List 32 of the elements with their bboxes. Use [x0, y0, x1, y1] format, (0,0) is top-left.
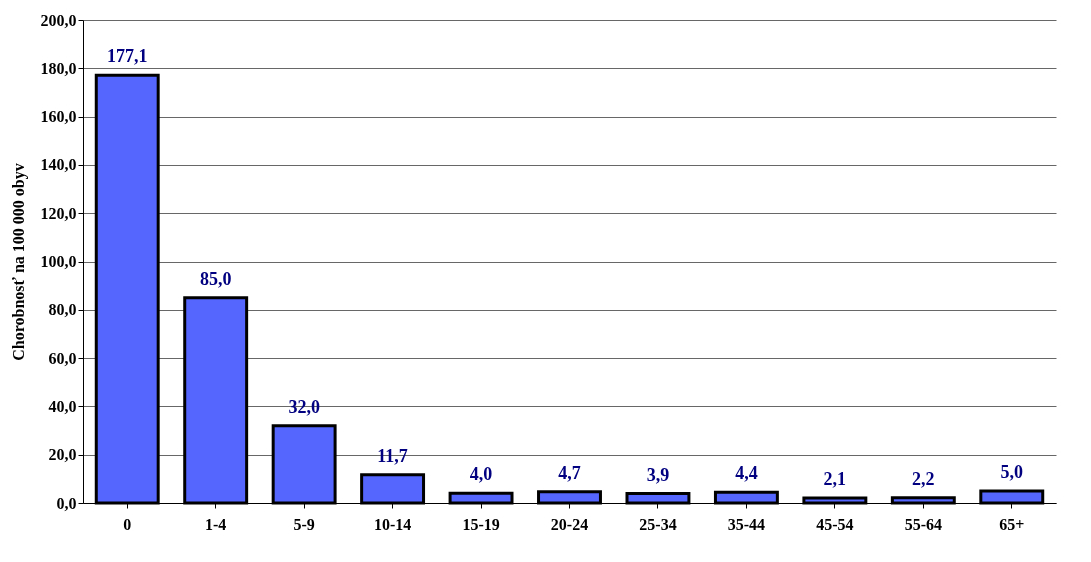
y-tick-label: 180,0 [40, 59, 77, 77]
y-tick-label: 20,0 [48, 446, 77, 464]
data-label: 4,0 [469, 464, 493, 485]
y-tick-label: 40,0 [48, 397, 77, 415]
x-tick-label: 15-19 [462, 515, 500, 533]
y-tick-label: 120,0 [40, 204, 77, 222]
x-tick-label: 10-14 [373, 515, 412, 533]
x-tick-label: 25-34 [639, 515, 677, 533]
data-label: 2,1 [823, 468, 847, 489]
y-tick-label: 80,0 [48, 301, 77, 319]
x-tick-label: 65+ [999, 515, 1025, 533]
x-tick-label: 35-44 [727, 515, 766, 533]
data-label: 5,0 [1000, 461, 1024, 482]
y-tick-label: 200,0 [40, 11, 77, 29]
x-tick-label: 55-64 [904, 515, 942, 533]
x-tick-label: 20-24 [550, 515, 589, 533]
x-tick-label: 5-9 [293, 515, 315, 533]
y-tick-label: 100,0 [40, 253, 77, 270]
data-label: 4,7 [558, 462, 581, 483]
y-tick-label: 0,0 [56, 494, 77, 512]
data-label: 4,4 [735, 463, 758, 484]
y-tick-label: 60,0 [48, 349, 77, 367]
data-label: 3,9 [646, 464, 670, 485]
x-tick-label: 45-54 [816, 515, 854, 533]
data-label: 85,0 [199, 268, 232, 289]
data-label: 177,1 [106, 46, 148, 67]
y-axis-title: Chorobnosť na 100 000 obyv [9, 163, 28, 361]
data-label: 2,2 [912, 468, 935, 489]
x-tick-label: 1-4 [205, 515, 227, 533]
y-tick-label: 140,0 [40, 156, 77, 174]
y-tick-label: 160,0 [40, 108, 77, 126]
x-tick-label: 0 [123, 515, 132, 533]
